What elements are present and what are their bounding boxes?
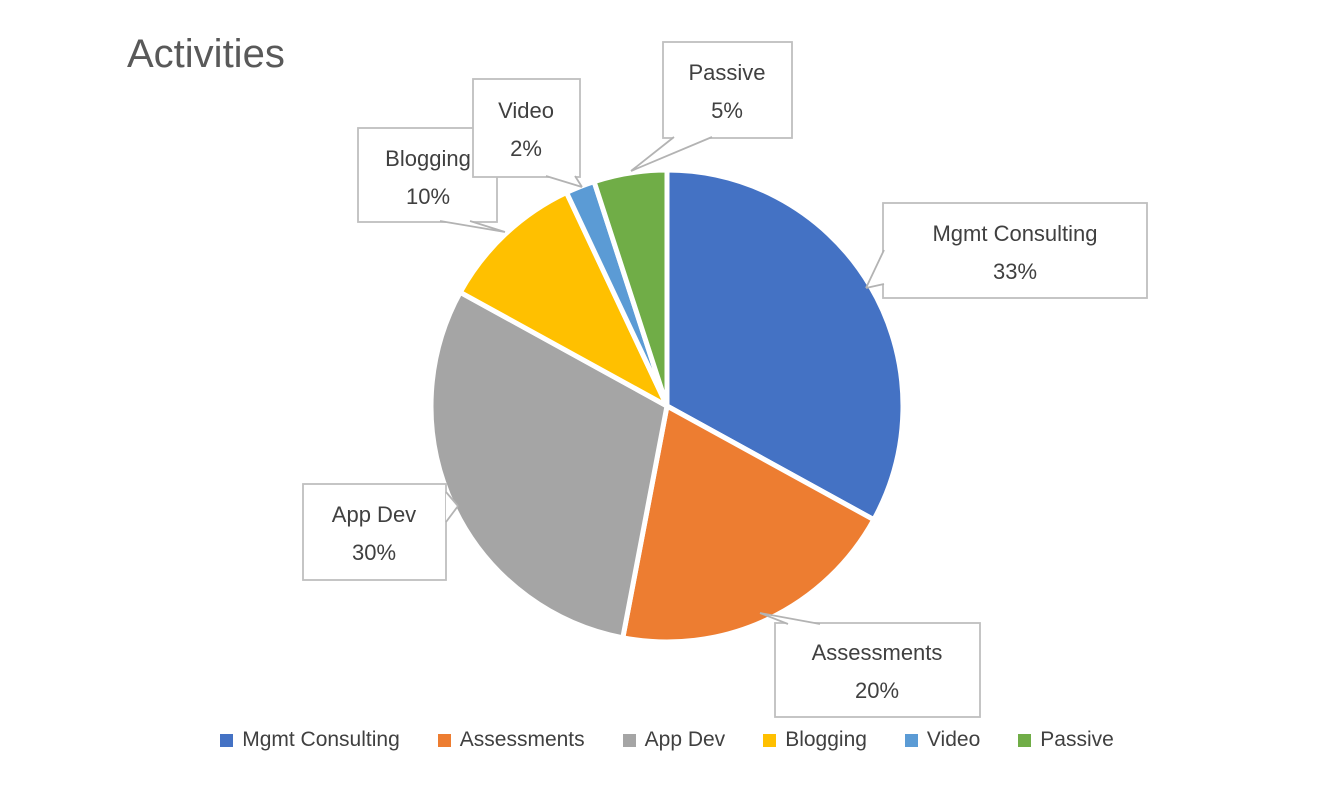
callout-value: 10% (406, 184, 450, 209)
callout-label: Assessments (812, 640, 943, 665)
legend-label: Mgmt Consulting (242, 728, 400, 751)
callout-leader-app-dev (445, 491, 459, 523)
callout-value: 2% (510, 136, 542, 161)
legend-label: Assessments (459, 728, 585, 751)
callout-leader-video (545, 175, 583, 188)
legend-label: Video (926, 728, 981, 751)
legend-label: Passive (1040, 728, 1114, 751)
callout-value: 30% (352, 540, 396, 565)
legend-label: App Dev (644, 728, 726, 751)
callout-box (662, 41, 793, 139)
legend-item-passive[interactable]: Passive (1018, 728, 1114, 752)
legend-swatch-assessments (437, 733, 451, 747)
chart-title[interactable]: Activities (127, 32, 285, 76)
callout-assessments[interactable]: Assessments 20% (759, 612, 981, 718)
legend: Mgmt Consulting Assessments App Dev Blog… (0, 728, 1334, 752)
legend-swatch-passive (1018, 733, 1032, 747)
callout-leader-blogging (439, 220, 506, 233)
pie-slice-blogging[interactable] (457, 190, 670, 409)
callout-label: Mgmt Consulting (932, 221, 1097, 246)
callout-leader-mgmt-consulting (865, 249, 885, 289)
legend-swatch-mgmt-consulting (220, 733, 234, 747)
callout-leader-assessments (759, 612, 821, 625)
legend-item-blogging[interactable]: Blogging (763, 728, 867, 752)
pie (428, 167, 906, 645)
callout-box (774, 622, 981, 718)
legend-item-mgmt-consulting[interactable]: Mgmt Consulting (220, 728, 400, 752)
callout-box (302, 483, 447, 581)
callout-video[interactable]: Video 2% (472, 78, 583, 188)
legend-item-app-dev[interactable]: App Dev (622, 728, 726, 752)
legend-swatch-blogging (763, 733, 777, 747)
callout-passive[interactable]: Passive 5% (630, 41, 793, 172)
callout-label: App Dev (332, 502, 416, 527)
callout-value: 5% (711, 98, 743, 123)
legend-item-assessments[interactable]: Assessments (437, 728, 585, 752)
callout-leader-app-dev (446, 492, 458, 522)
legend-swatch-video (904, 733, 918, 747)
callout-box (472, 78, 581, 178)
legend-label: Blogging (785, 728, 867, 751)
callout-leader-passive (630, 136, 713, 172)
callout-app-dev[interactable]: App Dev 30% (302, 483, 459, 581)
callout-value: 33% (993, 259, 1037, 284)
callout-blogging[interactable]: Blogging 10% (357, 127, 506, 233)
legend-swatch-app-dev (622, 733, 636, 747)
callout-label: Passive (688, 60, 765, 85)
pie-slice-passive[interactable] (591, 167, 670, 409)
callout-mgmt-consulting[interactable]: Mgmt Consulting 33% (865, 202, 1148, 299)
legend-item-video[interactable]: Video (904, 728, 981, 752)
callout-value: 20% (855, 678, 899, 703)
callout-label: Blogging (385, 146, 471, 171)
callout-label: Video (498, 98, 554, 123)
pie-slice-assessments[interactable] (620, 403, 877, 645)
